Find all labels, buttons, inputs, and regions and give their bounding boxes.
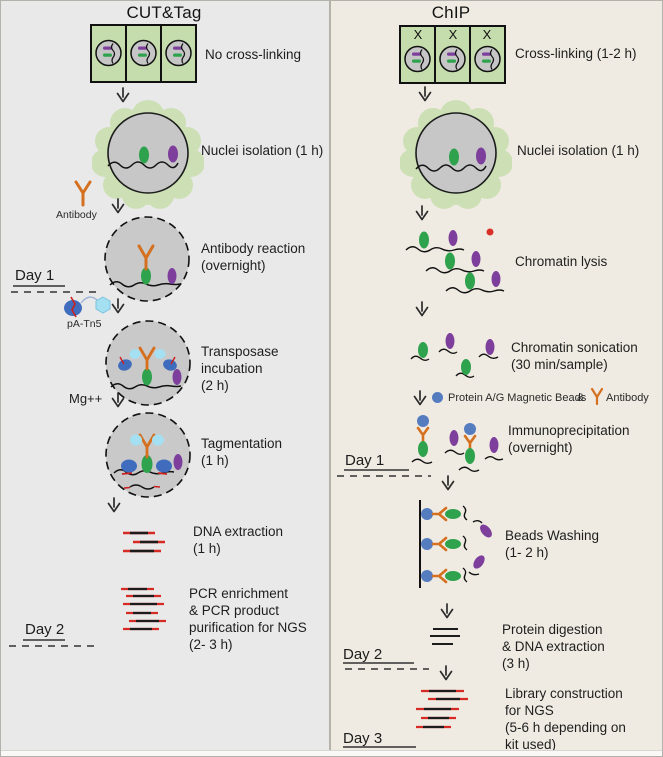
- magnetic-bead-icon: [432, 392, 443, 403]
- down-arrow: [439, 665, 453, 681]
- chip-day1-label: Day 1: [345, 452, 385, 469]
- down-arrow: [111, 392, 125, 408]
- chip-nuclei-isolation-label: Nuclei isolation (1 h): [517, 143, 640, 158]
- crosslink-x-mark: X: [482, 27, 492, 42]
- dna-extraction-label: DNA extraction (1 h): [193, 524, 284, 556]
- beads-washing-label: Beads Washing (1- 2 h): [505, 528, 600, 560]
- down-arrow: [111, 198, 125, 214]
- down-arrow: [440, 603, 454, 619]
- protein-digestion-graphic: [429, 624, 465, 650]
- beads-washing-graphic: [413, 498, 525, 596]
- crosslink-x-mark: X: [413, 27, 423, 42]
- chip-day3-label: Day 3: [343, 730, 383, 747]
- tagmentation-graphic: [102, 409, 194, 503]
- library-construction-graphic: [413, 685, 479, 735]
- cuttag-day2-line: [9, 637, 104, 651]
- chromatin-sonication-graphic: [406, 326, 514, 384]
- no-crosslinking-label: No cross-linking: [205, 47, 302, 62]
- chip-panel-background: [331, 1, 662, 756]
- cuttag-cells-graphic: [90, 24, 197, 83]
- antibody-reaction-graphic: [101, 213, 193, 305]
- cross-linking-label: Cross-linking (1-2 h): [515, 46, 637, 61]
- chip-cells-graphic: [399, 25, 506, 84]
- down-arrow: [441, 475, 455, 491]
- pcr-product-graphic: [116, 585, 172, 635]
- cuttag-day2-label: Day 2: [25, 621, 65, 638]
- chromatin-lysis-graphic: [399, 223, 511, 297]
- transposase-incubation-label: Transposase incubation (2 h): [201, 344, 279, 393]
- tagmentation-label: Tagmentation (1 h): [201, 436, 283, 468]
- dna-extraction-graphic: [119, 529, 169, 557]
- down-arrow: [418, 86, 432, 102]
- down-arrow: [111, 298, 125, 314]
- transposase-incubation-graphic: [102, 317, 194, 409]
- down-arrow: [415, 301, 429, 317]
- pa-tn5-label: pA-Tn5: [67, 318, 102, 330]
- cuttag-day1-label: Day 1: [15, 267, 55, 284]
- down-arrow: [413, 390, 427, 406]
- cuttag-nuclei-isolation-label: Nuclei isolation (1 h): [201, 143, 324, 158]
- immunoprecipitation-label: Immunoprecipitation (overnight): [508, 423, 630, 455]
- down-arrow: [107, 497, 121, 513]
- mg-label: Mg++: [69, 391, 103, 406]
- chip-title: ChIP: [431, 3, 471, 22]
- chromatin-sonication-label: Chromatin sonication (30 min/sample): [511, 340, 638, 372]
- chromatin-lysis-label: Chromatin lysis: [515, 254, 608, 269]
- antibody-reaction-label: Antibody reaction (overnight): [201, 241, 306, 273]
- immunoprecipitation-graphic: [406, 412, 506, 474]
- down-arrow: [415, 205, 429, 221]
- chip-day2-line: [337, 660, 435, 674]
- protein-digestion-label: Protein digestion & DNA extraction (3 h): [502, 622, 605, 671]
- antibody-icon-label: Antibody: [56, 209, 97, 221]
- cuttag-title: CUT&Tag: [126, 3, 202, 22]
- antibody-icon: [71, 179, 95, 207]
- antibody-icon: [589, 387, 605, 405]
- pcr-enrichment-label: PCR enrichment & PCR product purificatio…: [189, 586, 307, 652]
- legend-beads-label: Protein A/G Magnetic Beads: [448, 392, 587, 404]
- pa-tn5-icon: [61, 291, 115, 321]
- down-arrow: [116, 87, 130, 103]
- chip-day2-label: Day 2: [343, 646, 383, 663]
- bottom-edge: [1, 750, 662, 756]
- cuttag-nucleus-graphic: [92, 99, 204, 209]
- library-construction-label: Library construction for NGS (5-6 h depe…: [505, 686, 626, 752]
- legend-ampersand: &: [577, 392, 585, 404]
- legend-antibody-label: Antibody: [606, 392, 649, 404]
- panel-divider: [329, 1, 331, 756]
- cuttag-day1-line: [9, 283, 104, 297]
- chip-day1-line: [337, 467, 435, 481]
- chip-nucleus-graphic: [400, 99, 512, 209]
- crosslink-x-mark: X: [448, 27, 458, 42]
